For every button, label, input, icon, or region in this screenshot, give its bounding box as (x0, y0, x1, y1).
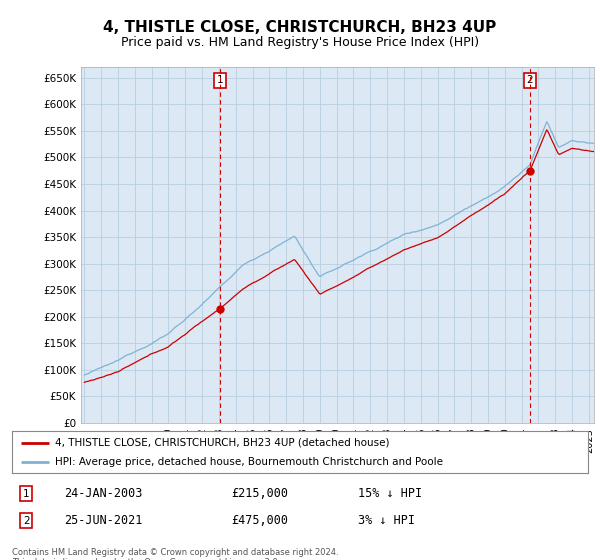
Text: HPI: Average price, detached house, Bournemouth Christchurch and Poole: HPI: Average price, detached house, Bour… (55, 457, 443, 467)
Text: 2: 2 (23, 516, 30, 526)
Text: 1: 1 (217, 76, 223, 86)
Text: 4, THISTLE CLOSE, CHRISTCHURCH, BH23 4UP (detached house): 4, THISTLE CLOSE, CHRISTCHURCH, BH23 4UP… (55, 437, 390, 447)
Text: £215,000: £215,000 (231, 487, 288, 500)
Text: 25-JUN-2021: 25-JUN-2021 (64, 514, 142, 527)
Text: 24-JAN-2003: 24-JAN-2003 (64, 487, 142, 500)
Text: 3% ↓ HPI: 3% ↓ HPI (358, 514, 415, 527)
Text: Contains HM Land Registry data © Crown copyright and database right 2024.
This d: Contains HM Land Registry data © Crown c… (12, 548, 338, 560)
Text: Price paid vs. HM Land Registry's House Price Index (HPI): Price paid vs. HM Land Registry's House … (121, 36, 479, 49)
Text: £475,000: £475,000 (231, 514, 288, 527)
Text: 15% ↓ HPI: 15% ↓ HPI (358, 487, 422, 500)
Text: 1: 1 (23, 489, 30, 498)
Text: 2: 2 (526, 76, 533, 86)
Text: 4, THISTLE CLOSE, CHRISTCHURCH, BH23 4UP: 4, THISTLE CLOSE, CHRISTCHURCH, BH23 4UP (103, 20, 497, 35)
